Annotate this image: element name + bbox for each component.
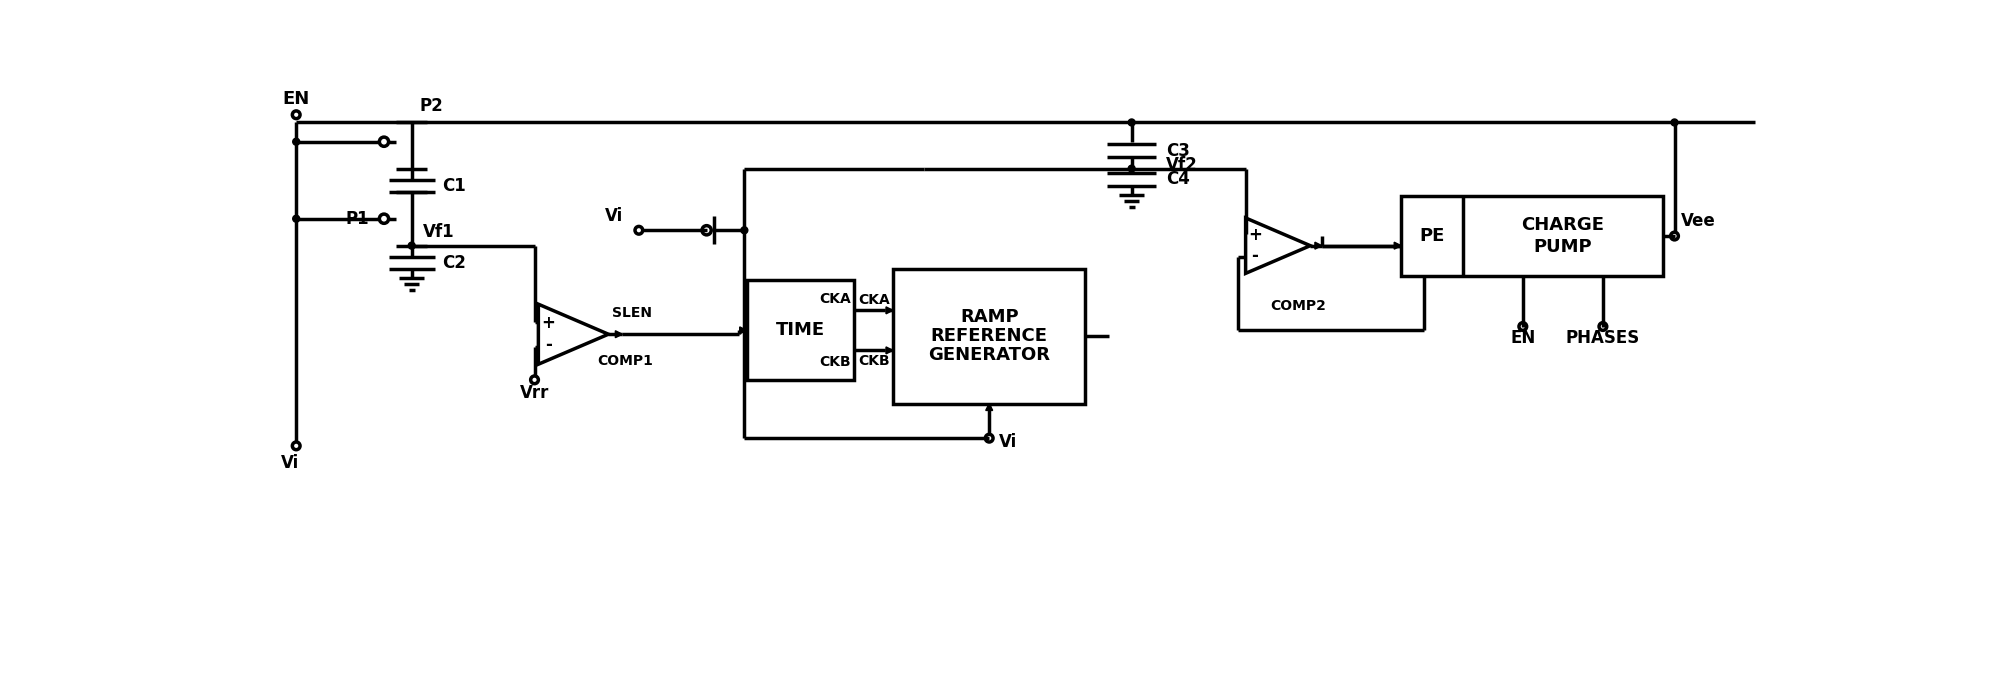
- Circle shape: [1129, 119, 1135, 126]
- Circle shape: [741, 226, 749, 234]
- Text: CKA: CKA: [858, 293, 890, 307]
- Text: CKB: CKB: [858, 354, 890, 368]
- Text: RAMP: RAMP: [960, 308, 1019, 326]
- Text: REFERENCE: REFERENCE: [930, 327, 1047, 345]
- Text: Vee: Vee: [1680, 212, 1716, 230]
- Polygon shape: [741, 327, 747, 334]
- Text: PUMP: PUMP: [1533, 238, 1593, 256]
- Polygon shape: [615, 331, 623, 338]
- Text: +: +: [542, 314, 555, 332]
- Text: P1: P1: [346, 210, 370, 228]
- Text: Vrr: Vrr: [520, 384, 550, 402]
- Text: CKB: CKB: [818, 355, 850, 369]
- Circle shape: [293, 215, 301, 222]
- Circle shape: [293, 138, 301, 145]
- Text: EN: EN: [283, 90, 309, 109]
- Circle shape: [1670, 119, 1678, 126]
- Text: CHARGE: CHARGE: [1521, 216, 1605, 235]
- Circle shape: [1129, 165, 1135, 172]
- Circle shape: [408, 242, 416, 249]
- Text: -: -: [546, 336, 552, 355]
- Polygon shape: [886, 347, 892, 354]
- Text: Vi: Vi: [997, 433, 1017, 451]
- Text: COMP1: COMP1: [597, 354, 653, 368]
- Text: -: -: [1252, 247, 1258, 265]
- Text: C1: C1: [442, 177, 466, 195]
- Text: PE: PE: [1420, 227, 1445, 245]
- Polygon shape: [1394, 242, 1402, 249]
- Text: Vf2: Vf2: [1167, 156, 1199, 174]
- Bar: [747, 280, 854, 380]
- Text: C3: C3: [1167, 142, 1191, 160]
- Text: PHASES: PHASES: [1565, 329, 1641, 347]
- Bar: [1402, 195, 1662, 276]
- Text: EN: EN: [1511, 329, 1535, 347]
- Text: Vf1: Vf1: [424, 223, 454, 241]
- Text: GENERATOR: GENERATOR: [928, 346, 1049, 365]
- Bar: [892, 269, 1085, 404]
- Polygon shape: [886, 307, 892, 314]
- Polygon shape: [986, 404, 994, 410]
- Text: +: +: [1248, 226, 1262, 245]
- Text: C4: C4: [1167, 170, 1191, 188]
- Text: Vi: Vi: [605, 208, 623, 225]
- Text: C2: C2: [442, 254, 466, 272]
- Text: TIME: TIME: [776, 321, 824, 340]
- Text: COMP2: COMP2: [1270, 299, 1326, 313]
- Text: SLEN: SLEN: [613, 305, 653, 319]
- Text: CKA: CKA: [818, 292, 850, 306]
- Polygon shape: [1314, 242, 1322, 249]
- Text: Vi: Vi: [281, 454, 299, 472]
- Text: P2: P2: [420, 96, 444, 115]
